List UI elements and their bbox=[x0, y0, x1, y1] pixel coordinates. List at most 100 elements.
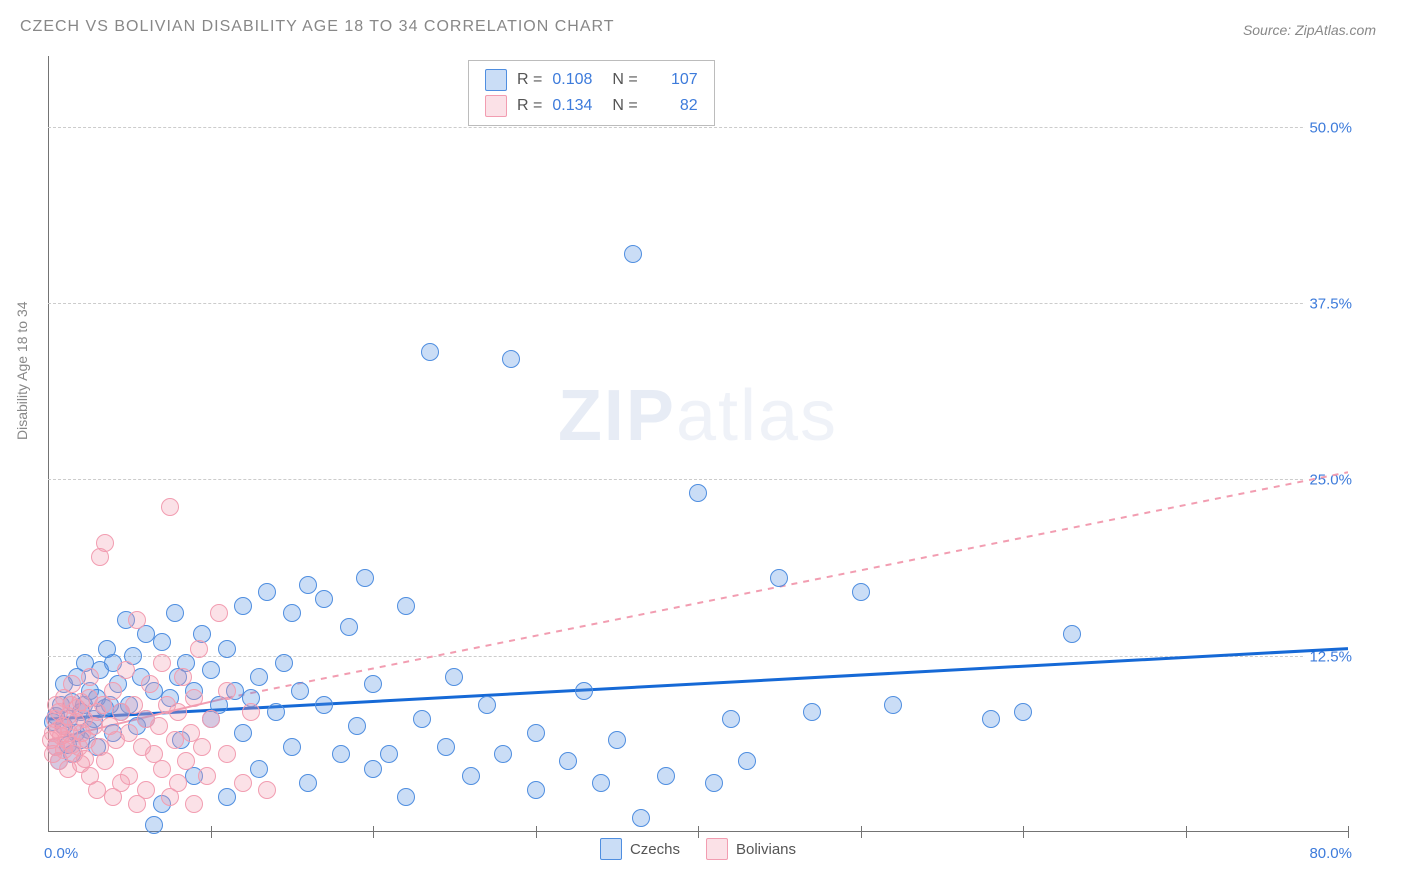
stat-r-value: 0.108 bbox=[552, 71, 602, 89]
data-point bbox=[104, 682, 122, 700]
data-point bbox=[193, 738, 211, 756]
data-point bbox=[198, 767, 216, 785]
stat-row: R = 0.108 N = 107 bbox=[485, 67, 698, 93]
data-point bbox=[218, 745, 236, 763]
data-point bbox=[81, 668, 99, 686]
legend-item: Bolivians bbox=[706, 838, 796, 860]
data-point bbox=[803, 703, 821, 721]
stat-n-value: 82 bbox=[648, 97, 698, 115]
data-point bbox=[770, 569, 788, 587]
chart-area: ZIPatlas 12.5%25.0%37.5%50.0% 0.0% 80.0%… bbox=[48, 56, 1348, 856]
data-point bbox=[137, 781, 155, 799]
data-point bbox=[348, 717, 366, 735]
data-point bbox=[332, 745, 350, 763]
data-point bbox=[299, 774, 317, 792]
data-point bbox=[185, 689, 203, 707]
source-attribution: Source: ZipAtlas.com bbox=[1243, 22, 1376, 38]
data-point bbox=[63, 675, 81, 693]
data-point bbox=[161, 498, 179, 516]
data-point bbox=[592, 774, 610, 792]
series-swatch bbox=[485, 95, 507, 117]
data-point bbox=[169, 774, 187, 792]
data-point bbox=[397, 788, 415, 806]
scatter-points bbox=[48, 56, 1348, 856]
data-point bbox=[141, 675, 159, 693]
data-point bbox=[632, 809, 650, 827]
data-point bbox=[315, 590, 333, 608]
data-point bbox=[527, 724, 545, 742]
data-point bbox=[166, 604, 184, 622]
legend-item: Czechs bbox=[600, 838, 680, 860]
chart-title: CZECH VS BOLIVIAN DISABILITY AGE 18 TO 3… bbox=[20, 18, 615, 36]
data-point bbox=[150, 717, 168, 735]
data-point bbox=[1063, 625, 1081, 643]
source-prefix: Source: bbox=[1243, 22, 1295, 38]
legend-label: Czechs bbox=[630, 841, 680, 858]
data-point bbox=[202, 710, 220, 728]
data-point bbox=[169, 703, 187, 721]
data-point bbox=[96, 752, 114, 770]
data-point bbox=[437, 738, 455, 756]
x-axis-tick bbox=[1348, 826, 1349, 838]
data-point bbox=[657, 767, 675, 785]
data-point bbox=[250, 760, 268, 778]
stat-r-label: R = bbox=[517, 71, 542, 89]
data-point bbox=[202, 661, 220, 679]
data-point bbox=[445, 668, 463, 686]
legend-swatch bbox=[600, 838, 622, 860]
data-point bbox=[153, 654, 171, 672]
data-point bbox=[608, 731, 626, 749]
data-point bbox=[884, 696, 902, 714]
data-point bbox=[267, 703, 285, 721]
data-point bbox=[705, 774, 723, 792]
data-point bbox=[145, 816, 163, 834]
data-point bbox=[210, 604, 228, 622]
data-point bbox=[283, 738, 301, 756]
data-point bbox=[364, 760, 382, 778]
y-axis-label: Disability Age 18 to 34 bbox=[14, 301, 30, 440]
data-point bbox=[258, 583, 276, 601]
data-point bbox=[397, 597, 415, 615]
data-point bbox=[275, 654, 293, 672]
data-point bbox=[502, 350, 520, 368]
data-point bbox=[96, 534, 114, 552]
stat-r-label: R = bbox=[517, 97, 542, 115]
bottom-legend: Czechs Bolivians bbox=[48, 838, 1348, 860]
series-swatch bbox=[485, 69, 507, 91]
data-point bbox=[982, 710, 1000, 728]
data-point bbox=[575, 682, 593, 700]
data-point bbox=[120, 767, 138, 785]
data-point bbox=[380, 745, 398, 763]
data-point bbox=[315, 696, 333, 714]
stat-n-label: N = bbox=[612, 71, 637, 89]
data-point bbox=[218, 640, 236, 658]
data-point bbox=[218, 788, 236, 806]
data-point bbox=[234, 724, 252, 742]
data-point bbox=[689, 484, 707, 502]
stat-row: R =0.134N =82 bbox=[485, 93, 698, 119]
data-point bbox=[559, 752, 577, 770]
legend-label: Bolivians bbox=[736, 841, 796, 858]
data-point bbox=[527, 781, 545, 799]
data-point bbox=[234, 597, 252, 615]
data-point bbox=[190, 640, 208, 658]
data-point bbox=[421, 343, 439, 361]
stat-r-value: 0.134 bbox=[552, 97, 602, 115]
data-point bbox=[218, 682, 236, 700]
data-point bbox=[234, 774, 252, 792]
data-point bbox=[283, 604, 301, 622]
data-point bbox=[722, 710, 740, 728]
data-point bbox=[1014, 703, 1032, 721]
data-point bbox=[462, 767, 480, 785]
data-point bbox=[128, 611, 146, 629]
data-point bbox=[153, 760, 171, 778]
data-point bbox=[356, 569, 374, 587]
data-point bbox=[340, 618, 358, 636]
stat-n-value: 107 bbox=[648, 71, 698, 89]
data-point bbox=[185, 795, 203, 813]
data-point bbox=[413, 710, 431, 728]
data-point bbox=[291, 682, 309, 700]
data-point bbox=[177, 752, 195, 770]
data-point bbox=[117, 661, 135, 679]
data-point bbox=[624, 245, 642, 263]
